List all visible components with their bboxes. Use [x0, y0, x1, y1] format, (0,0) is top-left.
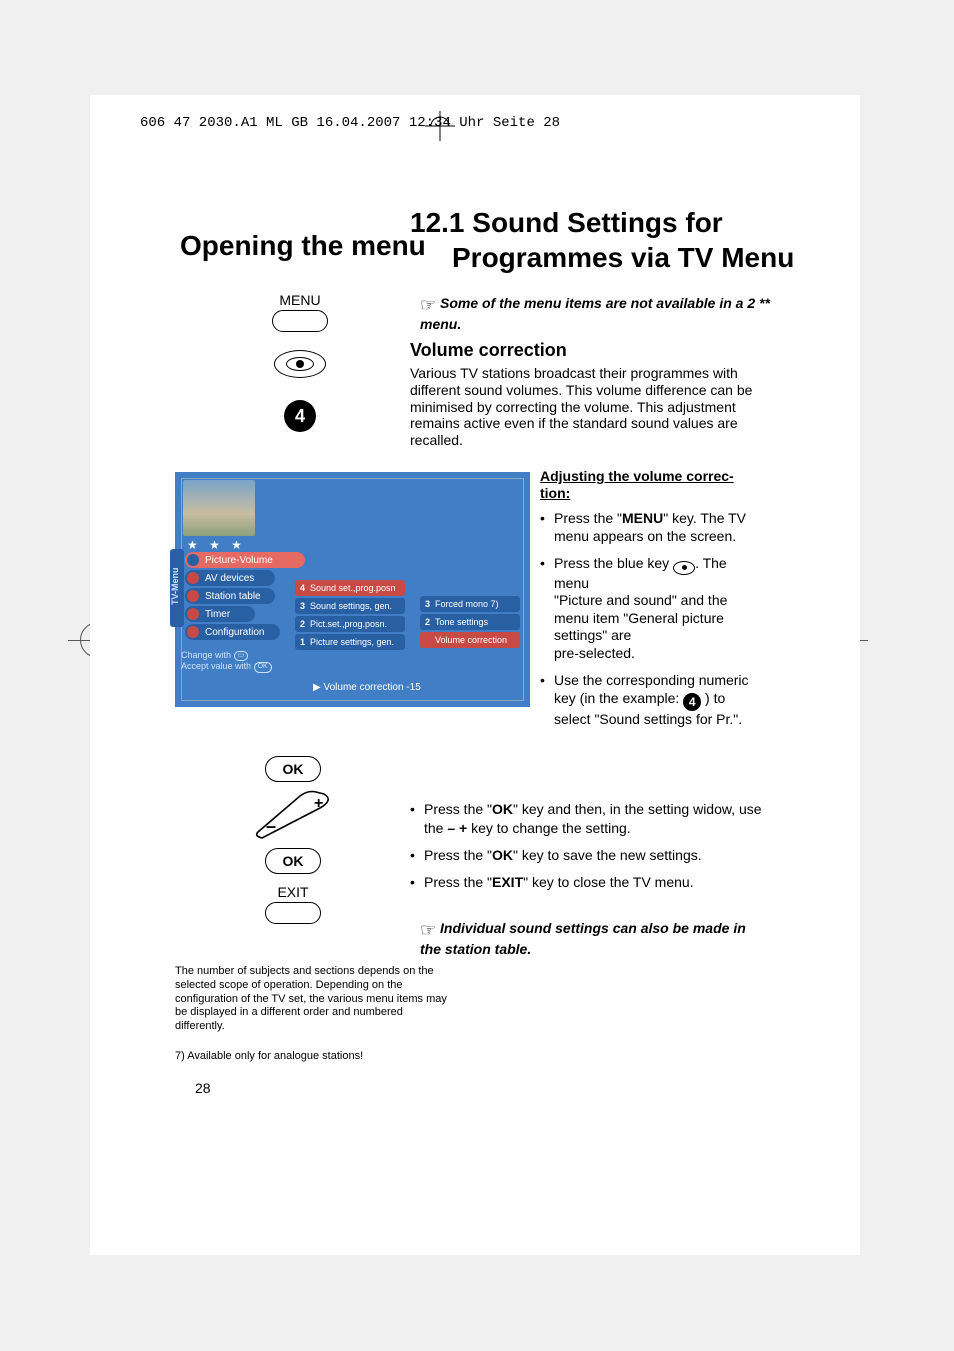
tv-preview-thumb [183, 480, 255, 536]
note-top: ☞ Some of the menu items are not availab… [420, 295, 770, 332]
exit-label: EXIT [248, 884, 338, 900]
submenu2-row-2: 2Pict.set.,prog.posn. [295, 616, 405, 632]
adjusting-heading-l2: tion: [540, 485, 570, 501]
tv-menu-side-label: TV-Menu [170, 549, 184, 627]
submenu-panel-2: 4Sound set.,prog.posn 3Sound settings, g… [295, 578, 405, 650]
stars-icon: ★ ★ ★ [187, 538, 246, 552]
footnote-main: The number of subjects and sections depe… [175, 965, 450, 1034]
adjusting-heading-l1: Adjusting the volume correc- [540, 468, 734, 484]
submenu3-row-3: 3Forced mono 7) [420, 596, 520, 612]
tv-hint: Change with ▭ Accept value with OK [181, 650, 272, 673]
submenu3-row-2: 2Tone settings [420, 614, 520, 630]
tv-menu-mock: ★ ★ ★ TV-Menu Picture-Volume AV devices … [175, 472, 530, 707]
print-header: 606 47 2030.A1 ML GB 16.04.2007 12:34 Uh… [140, 115, 560, 131]
bullet-right-3: Use the corresponding numeric key (in th… [540, 672, 760, 729]
note-bottom-text: Individual sound settings can also be ma… [420, 920, 746, 957]
pointing-hand-icon: ☞ [420, 295, 436, 315]
footnote-7: 7) Available only for analogue stations! [175, 1050, 450, 1062]
menu-label: MENU [260, 292, 340, 308]
svg-text:+: + [314, 795, 323, 812]
blue-eye-button-icon [274, 350, 326, 378]
bullets-right: Press the "MENU" key. The TV menu appear… [540, 510, 760, 739]
ok-button-icon: OK [265, 756, 321, 782]
bullet-bottom-1: Press the "OK" key and then, in the sett… [410, 800, 770, 838]
exit-button-icon [265, 902, 321, 924]
menu-item-configuration: Configuration [185, 624, 280, 640]
submenu3-row-1: Volume correction [420, 632, 520, 648]
submenu2-row-3: 3Sound settings, gen. [295, 598, 405, 614]
right-title-line2: Programmes via TV Menu [410, 240, 794, 275]
right-title: 12.1 Sound Settings for Programmes via T… [410, 205, 794, 275]
fold-mark-icon [425, 111, 455, 141]
pointing-hand-icon: ☞ [420, 920, 436, 940]
eye-icon [673, 561, 695, 575]
bullet-bottom-3: Press the "EXIT" key to close the TV men… [410, 873, 770, 892]
volume-correction-heading: Volume correction [410, 340, 567, 361]
ok-group: OK + – OK EXIT [248, 756, 338, 942]
svg-text:–: – [266, 816, 276, 836]
bullet-right-1: Press the "MENU" key. The TV menu appear… [540, 510, 760, 545]
remote-column: MENU 4 [260, 292, 340, 432]
note-bottom: ☞ Individual sound settings can also be … [420, 920, 770, 957]
menu-item-picture-volume: Picture-Volume [185, 552, 305, 568]
submenu2-row-4: 4Sound set.,prog.posn [295, 580, 405, 596]
number-4-icon: 4 [683, 693, 701, 711]
menu-button-icon [272, 310, 328, 332]
plus-minus-rocker-icon: + – [250, 788, 336, 842]
note-top-text: Some of the menu items are not available… [420, 295, 770, 332]
menu-item-av-devices: AV devices [185, 570, 275, 586]
submenu2-row-1: 1Picture settings, gen. [295, 634, 405, 650]
menu-item-timer: Timer [185, 606, 255, 622]
submenu-panel-3: 3Forced mono 7) 2Tone settings Volume co… [420, 594, 520, 648]
left-title: Opening the menu [180, 230, 426, 262]
number-4-button-icon: 4 [284, 400, 316, 432]
bullets-bottom: Press the "OK" key and then, in the sett… [410, 800, 770, 900]
bullet-bottom-2: Press the "OK" key to save the new setti… [410, 846, 770, 865]
tv-status-row: ▶ Volume correction -15 [313, 682, 421, 693]
bullet-right-2: Press the blue key . The menu"Picture an… [540, 555, 760, 662]
ok-button-icon-2: OK [265, 848, 321, 874]
right-title-line1: 12.1 Sound Settings for [410, 207, 723, 238]
play-arrow-icon: ▶ [313, 682, 321, 693]
page-number: 28 [195, 1080, 211, 1096]
menu-item-station-table: Station table [185, 588, 275, 604]
volume-correction-paragraph: Various TV stations broadcast their prog… [410, 365, 760, 449]
